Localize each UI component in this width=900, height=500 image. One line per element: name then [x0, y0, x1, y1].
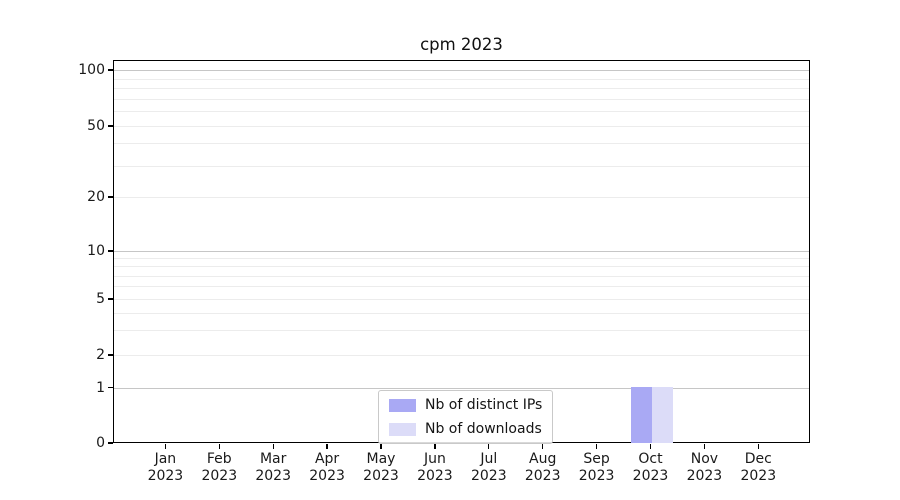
minor-gridline — [114, 165, 809, 167]
legend-entry: Nb of downloads — [389, 421, 542, 437]
y-tick-mark — [108, 69, 113, 71]
y-tick-mark — [108, 354, 113, 356]
bar-distinct-ips — [630, 387, 652, 443]
x-tick-label: Apr 2023 — [309, 451, 345, 484]
minor-gridline — [114, 111, 809, 113]
minor-gridline — [114, 275, 809, 277]
legend-label: Nb of distinct IPs — [425, 397, 543, 413]
minor-gridline — [114, 78, 809, 80]
x-tick-label: Aug 2023 — [524, 451, 561, 484]
chart-title: cpm 2023 — [420, 35, 503, 54]
x-tick-mark — [757, 443, 759, 449]
bar-downloads — [651, 387, 673, 443]
minor-gridline — [114, 98, 809, 100]
minor-gridline — [114, 299, 809, 300]
x-tick-label: Jun 2023 — [417, 451, 453, 484]
x-tick-label: Jul 2023 — [470, 451, 507, 484]
x-tick-mark — [542, 443, 544, 449]
minor-gridline — [114, 258, 809, 260]
minor-gridline — [114, 266, 809, 268]
x-tick-mark — [649, 443, 652, 449]
legend-swatch-distinct-ips — [389, 398, 416, 412]
y-tick-mark — [108, 125, 113, 127]
legend-label: Nb of downloads — [425, 421, 542, 437]
minor-gridline — [114, 88, 809, 90]
y-tick-mark — [108, 442, 113, 444]
x-tick-label: Jan 2023 — [147, 451, 184, 484]
minor-gridline — [114, 126, 809, 127]
x-tick-label: Sep 2023 — [578, 451, 615, 484]
minor-gridline — [114, 312, 809, 314]
legend: Nb of distinct IPs Nb of downloads — [378, 390, 554, 444]
y-tick-mark — [108, 298, 113, 300]
x-tick-mark — [434, 443, 436, 449]
y-tick-label: 20 — [87, 189, 105, 205]
major-gridline — [114, 251, 809, 252]
x-tick-mark — [272, 443, 274, 449]
y-tick-mark — [108, 386, 113, 389]
minor-gridline — [114, 286, 809, 288]
major-gridline — [114, 387, 809, 389]
y-tick-label: 5 — [96, 291, 105, 307]
x-tick-mark — [326, 443, 328, 449]
minor-gridline — [114, 197, 809, 198]
legend-entry: Nb of distinct IPs — [389, 397, 542, 413]
minor-gridline — [114, 330, 809, 332]
plot-area — [113, 60, 810, 443]
x-tick-mark — [703, 443, 706, 449]
x-tick-label: Feb 2023 — [201, 451, 238, 484]
major-gridline — [114, 70, 809, 71]
x-tick-mark — [380, 443, 382, 449]
y-tick-label: 0 — [96, 435, 105, 451]
x-tick-mark — [164, 443, 167, 449]
x-tick-label: May 2023 — [363, 451, 399, 484]
x-tick-label: Nov 2023 — [686, 451, 723, 484]
x-tick-label: Dec 2023 — [740, 451, 777, 484]
y-tick-mark — [108, 250, 113, 252]
y-tick-mark — [108, 196, 113, 198]
x-tick-mark — [488, 443, 490, 449]
x-tick-label: Mar 2023 — [255, 451, 291, 484]
minor-gridline — [114, 143, 809, 145]
y-tick-label: 1 — [96, 379, 105, 396]
x-tick-mark — [218, 443, 220, 449]
y-tick-label: 100 — [78, 62, 105, 78]
minor-gridline — [114, 355, 809, 356]
y-tick-label: 50 — [87, 118, 105, 134]
x-tick-label: Oct 2023 — [632, 451, 669, 484]
y-tick-label: 2 — [96, 347, 105, 363]
x-tick-mark — [595, 443, 598, 449]
legend-swatch-downloads — [389, 422, 416, 436]
y-tick-label: 10 — [87, 243, 105, 259]
